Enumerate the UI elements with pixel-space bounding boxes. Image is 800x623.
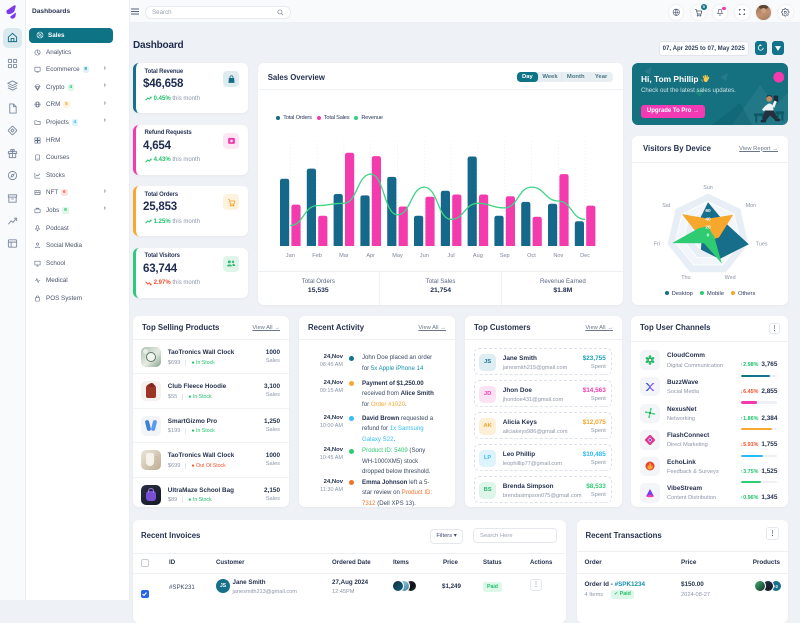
svg-text:Jan: Jan	[285, 253, 294, 259]
svg-text:20: 20	[705, 224, 711, 230]
svg-text:60: 60	[705, 207, 711, 213]
svg-text:May: May	[392, 253, 403, 259]
svg-text:Feb: Feb	[312, 253, 322, 259]
svg-text:Apr: Apr	[366, 253, 375, 259]
svg-text:Sep: Sep	[499, 253, 509, 259]
svg-text:Oct: Oct	[527, 253, 536, 259]
svg-text:Tues: Tues	[756, 241, 768, 247]
svg-text:Jul: Jul	[447, 253, 454, 259]
svg-text:0: 0	[707, 232, 710, 238]
svg-text:Wed: Wed	[725, 275, 736, 280]
svg-text:Thu: Thu	[681, 275, 690, 280]
svg-text:Fri: Fri	[654, 241, 660, 247]
svg-text:Aug: Aug	[473, 253, 483, 259]
svg-text:Mar: Mar	[339, 253, 349, 259]
svg-text:Nov: Nov	[553, 253, 563, 259]
svg-text:Sat: Sat	[662, 202, 671, 208]
svg-text:40: 40	[705, 216, 711, 222]
svg-text:Sun: Sun	[703, 185, 713, 191]
svg-text:Dec: Dec	[580, 253, 590, 259]
svg-text:Mon: Mon	[746, 202, 757, 208]
svg-text:Jun: Jun	[419, 253, 428, 259]
